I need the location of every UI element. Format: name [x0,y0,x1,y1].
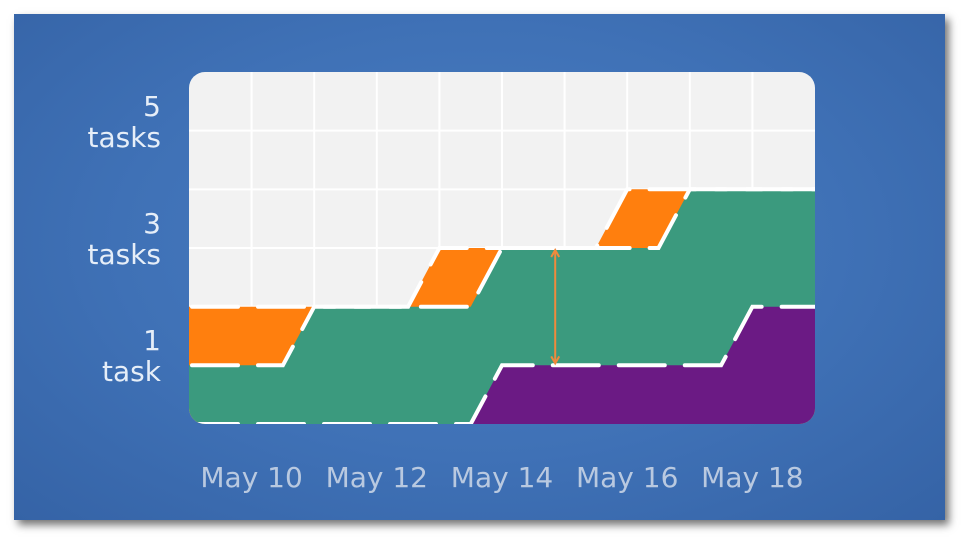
x-tick-label: May 18 [701,461,804,494]
difference-arrow [550,247,561,366]
x-tick-label: May 10 [200,461,303,494]
x-tick-label: May 16 [575,461,679,494]
y-tick-label: 5 tasks [11,91,161,153]
y-tick-number: 1 [143,324,161,358]
series-boundary-3 [189,187,815,309]
arrow-head-bottom [550,355,561,366]
y-tick-unit: tasks [87,120,161,154]
y-tick-unit: task [102,355,161,389]
arrow-head-top [550,247,561,258]
x-tick-label: May 12 [325,461,428,494]
y-tick-number: 3 [143,207,161,240]
task-area-chart [189,72,815,424]
y-tick-number: 5 [143,89,161,123]
y-tick-label: 1 task [11,325,161,387]
video-frame: 5 tasks 3 tasks 1 task May 10 May 12 May 14 May 1… [14,14,945,520]
series-boundary-2 [189,187,815,368]
y-tick-unit: tasks [87,238,161,271]
y-tick-label: 3 tasks [11,208,161,270]
x-tick-label: May 14 [450,461,554,494]
